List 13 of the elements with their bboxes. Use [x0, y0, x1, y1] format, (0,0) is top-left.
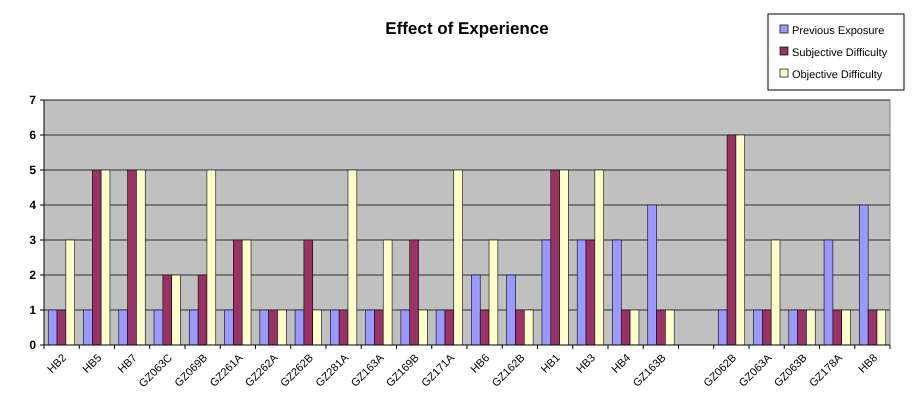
x-tick-label: HB1: [539, 352, 563, 376]
y-tick-label: 3: [29, 233, 36, 248]
legend-label: Objective Difficulty: [792, 68, 883, 81]
y-tick-label: 6: [29, 128, 36, 142]
legend-label: Previous Exposure: [792, 24, 884, 37]
chart-title: Effect of Experience: [385, 19, 549, 38]
y-tick-label: 5: [29, 163, 36, 178]
y-tick-label: 4: [29, 198, 36, 212]
y-tick-label: 7: [29, 93, 36, 108]
legend-label: Subjective Difficulty: [792, 46, 888, 59]
y-tick-label: 2: [29, 268, 36, 282]
y-tick-label: 1: [29, 303, 36, 318]
y-tick-label: 0: [29, 338, 36, 352]
